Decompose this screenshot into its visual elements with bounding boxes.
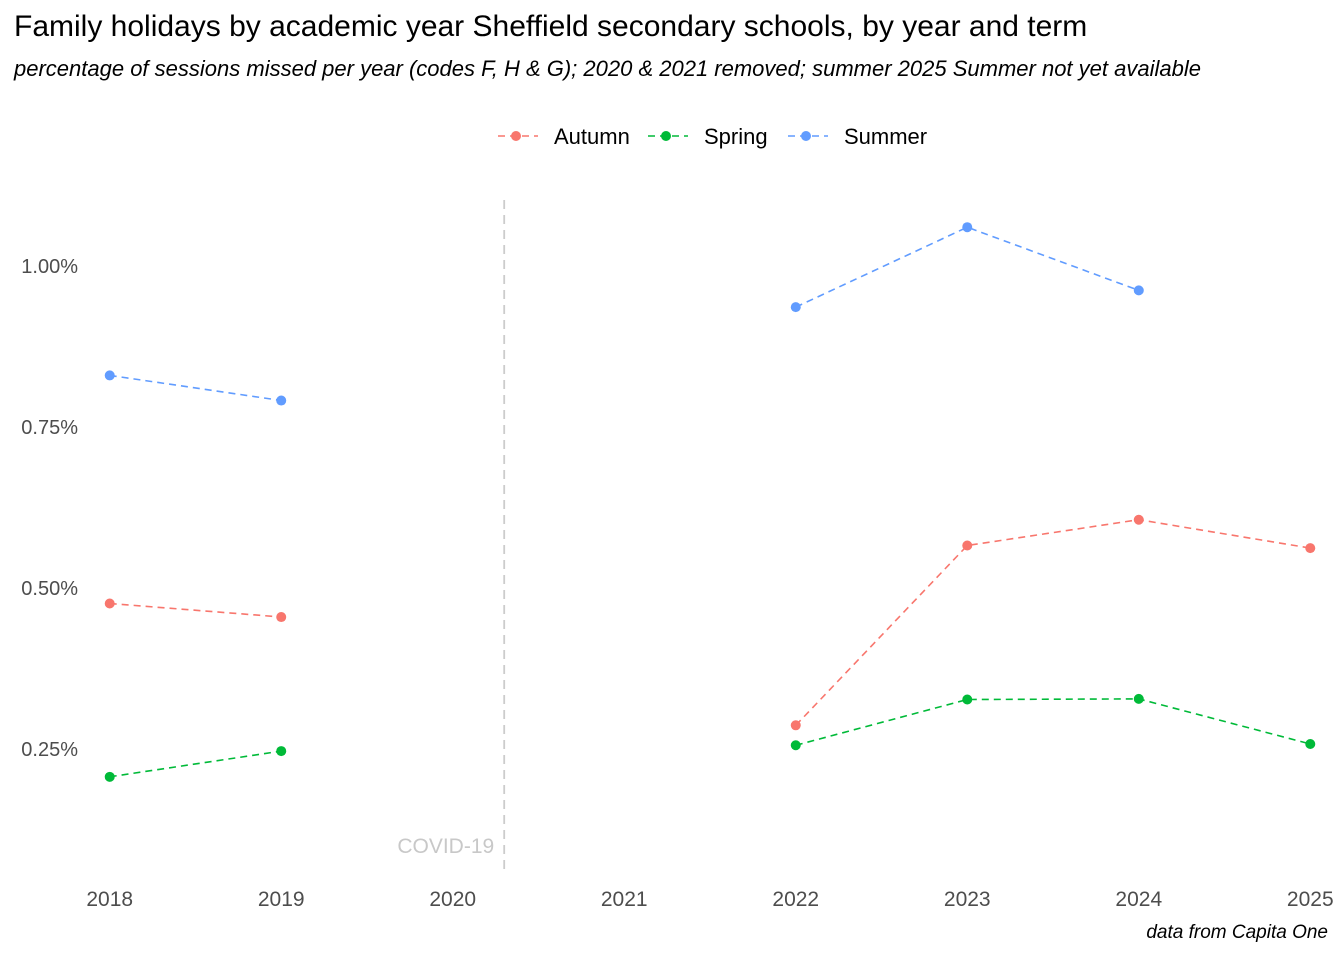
chart-title: Family holidays by academic year Sheffie… bbox=[14, 10, 1088, 43]
x-tick-label: 2021 bbox=[601, 888, 648, 911]
covid-annotation-label: COVID-19 bbox=[397, 835, 494, 858]
x-tick-label: 2020 bbox=[429, 888, 476, 911]
chart-caption: data from Capita One bbox=[1146, 922, 1328, 943]
x-tick-label: 2022 bbox=[772, 888, 819, 911]
data-point-spring bbox=[104, 771, 115, 782]
series-line-spring bbox=[795, 698, 1311, 747]
y-tick-label: 0.50% bbox=[21, 578, 78, 600]
data-point-spring bbox=[1305, 738, 1316, 749]
legend-label: Summer bbox=[844, 124, 927, 149]
data-point-autumn bbox=[1305, 543, 1316, 554]
y-tick-label: 0.25% bbox=[21, 739, 78, 761]
data-point-summer bbox=[1133, 285, 1144, 296]
data-point-autumn bbox=[276, 612, 287, 623]
y-tick-label: 1.00% bbox=[21, 256, 78, 278]
series-line-summer bbox=[795, 226, 1140, 308]
x-tick-label: 2024 bbox=[1115, 888, 1162, 911]
data-point-autumn bbox=[104, 598, 115, 609]
data-point-spring bbox=[1133, 693, 1144, 704]
x-tick-label: 2018 bbox=[86, 888, 133, 911]
series-line-autumn bbox=[795, 518, 1311, 726]
series-line-spring bbox=[109, 750, 282, 778]
chart-subtitle: percentage of sessions missed per year (… bbox=[14, 56, 1201, 81]
series-line-summer bbox=[109, 374, 282, 402]
legend-key-point bbox=[661, 131, 671, 141]
data-point-spring bbox=[962, 694, 973, 705]
legend-label: Autumn bbox=[554, 124, 630, 149]
data-point-spring bbox=[790, 740, 801, 751]
data-point-autumn bbox=[790, 720, 801, 731]
x-tick-label: 2019 bbox=[258, 888, 305, 911]
data-point-summer bbox=[276, 395, 287, 406]
data-point-summer bbox=[790, 302, 801, 313]
x-tick-label: 2023 bbox=[944, 888, 991, 911]
data-point-spring bbox=[276, 746, 287, 757]
data-point-summer bbox=[962, 222, 973, 233]
data-point-autumn bbox=[962, 540, 973, 551]
series-line-autumn bbox=[109, 602, 282, 618]
y-tick-label: 0.75% bbox=[21, 417, 78, 439]
data-point-summer bbox=[104, 370, 115, 381]
legend-label: Spring bbox=[704, 124, 768, 149]
x-tick-label: 2025 bbox=[1287, 888, 1334, 911]
legend-key-point bbox=[801, 131, 811, 141]
legend-key-point bbox=[511, 131, 521, 141]
data-point-autumn bbox=[1133, 514, 1144, 525]
